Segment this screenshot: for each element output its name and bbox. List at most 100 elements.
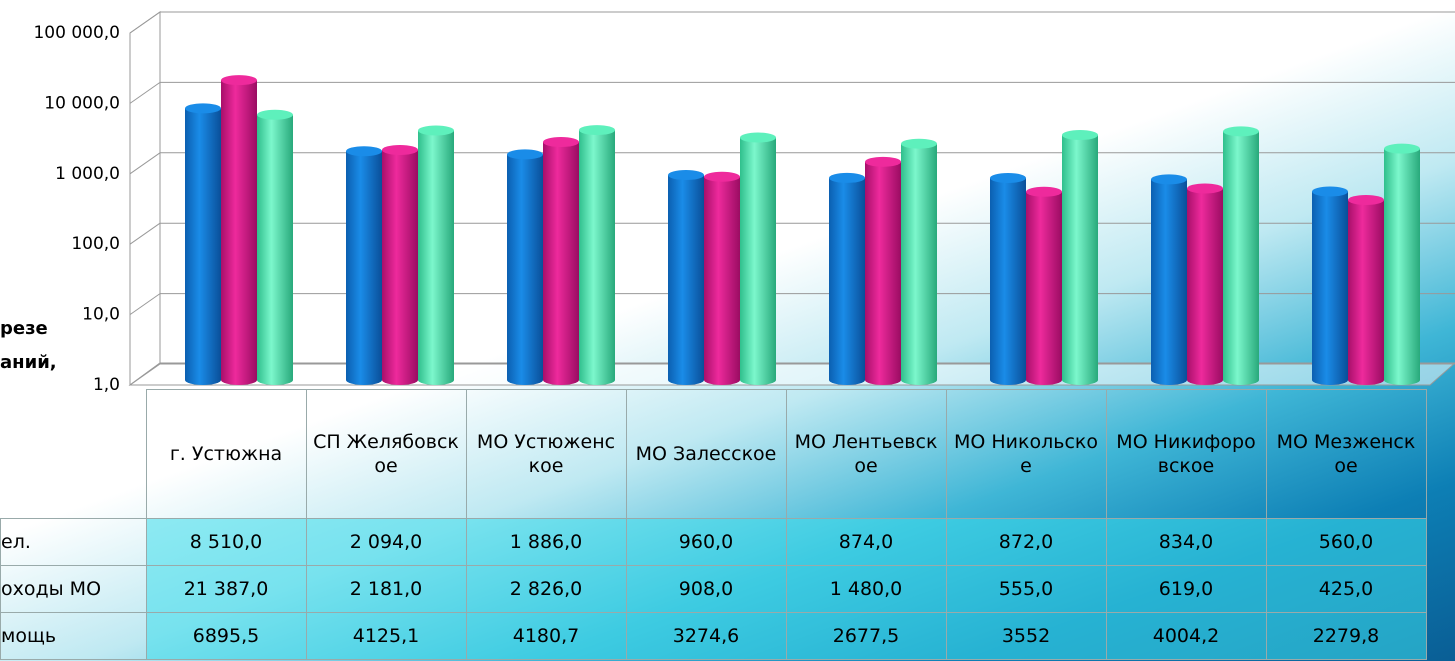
bar-cap [543, 137, 579, 148]
bar-cap [1223, 126, 1259, 137]
value-label: 619,0 [1105, 565, 1267, 613]
bar-base [1348, 375, 1384, 385]
bar [1062, 135, 1098, 380]
y-tick-label: 10 000,0 [44, 93, 120, 113]
bar [704, 176, 740, 380]
value-label: 872,0 [945, 518, 1107, 566]
bar [257, 114, 293, 381]
table-row: мощь 6895,5 4125,1 4180,7 3274,6 2677,5 3552 40… [0, 612, 1427, 660]
bar-base [901, 375, 937, 385]
bar-cap [507, 149, 543, 160]
value-label: 2 094,0 [305, 518, 467, 566]
value-label: 874,0 [785, 518, 947, 566]
bar-base [346, 375, 382, 385]
bar [829, 177, 865, 380]
value-label: 2677,5 [785, 612, 947, 660]
grid-line [129, 293, 161, 316]
bar [1026, 191, 1062, 380]
bar-cap [257, 109, 293, 120]
value-label: 1 480,0 [785, 565, 947, 613]
side-text: резе [0, 318, 48, 339]
value-label: 21 387,0 [145, 565, 307, 613]
bar-cap [221, 75, 257, 86]
bar [346, 151, 382, 380]
side-wall [129, 11, 161, 386]
bar [865, 161, 901, 380]
bar-cap [1348, 194, 1384, 205]
side-text: аний, [0, 352, 57, 373]
value-label: 3552 [945, 612, 1107, 660]
value-label: 6895,5 [145, 612, 307, 660]
bar-base [1384, 375, 1420, 385]
data-table: г. Устюжна СП Желябовское МО Устюженское МО… [0, 389, 1427, 660]
value-label: 555,0 [945, 565, 1107, 613]
value-label: 4125,1 [305, 612, 467, 660]
bar-base [543, 375, 579, 385]
bar [990, 177, 1026, 380]
value-label: 4004,2 [1105, 612, 1267, 660]
grid-line [129, 152, 161, 175]
bar-cap [901, 138, 937, 149]
bar-cap [418, 125, 454, 136]
corner [1, 390, 147, 519]
grid-line [129, 222, 161, 245]
bar [221, 80, 257, 381]
grid-line [129, 11, 161, 34]
bar [901, 143, 937, 380]
table-row: ел. 8 510,0 2 094,0 1 886,0 960,0 874,0 872,0 8… [0, 518, 1427, 566]
value-label: 960,0 [625, 518, 787, 566]
bar-cap [865, 156, 901, 167]
bar-cap [740, 132, 776, 143]
y-tick-label: 1,0 [93, 375, 120, 395]
category-label: МО Лентьевское [785, 389, 947, 519]
bar [1312, 191, 1348, 380]
value-label: 1 886,0 [465, 518, 627, 566]
bar-base [990, 375, 1026, 385]
category-label: МО Никифоровское [1105, 389, 1267, 519]
grid-line [129, 363, 161, 386]
table-row: оходы МО 21 387,0 2 181,0 2 826,0 908,0 1 480… [0, 565, 1427, 613]
value-label: 8 510,0 [145, 518, 307, 566]
y-tick-label: 1 000,0 [55, 164, 120, 184]
bar [668, 175, 704, 380]
bar-cap [1151, 174, 1187, 185]
category-label: СП Желябовское [305, 389, 467, 519]
series-name: ел. [0, 518, 147, 566]
bar-base [668, 375, 704, 385]
bar-base [382, 375, 418, 385]
bar-base [257, 375, 293, 385]
bar-base [1312, 375, 1348, 385]
value-label: 3274,6 [625, 612, 787, 660]
bar-base [418, 375, 454, 385]
y-tick-label: 100,0 [71, 234, 120, 254]
bar [185, 108, 221, 381]
value-label: 560,0 [1265, 518, 1427, 566]
category-label: г. Устюжна [145, 389, 307, 519]
value-label: 425,0 [1265, 565, 1427, 613]
bar-cap [704, 171, 740, 182]
bar-base [1187, 375, 1223, 385]
bar [1348, 199, 1384, 380]
grid-line [129, 81, 161, 104]
bar-cap [668, 170, 704, 181]
bar-cap [1312, 186, 1348, 197]
bar-base [704, 375, 740, 385]
bar-cap [185, 103, 221, 114]
bar-base [865, 375, 901, 385]
bar-cap [1026, 186, 1062, 197]
category-label: МО Никольское [945, 389, 1107, 519]
bar-base [579, 375, 615, 385]
category-label: МО Мезженское [1265, 389, 1427, 519]
series-name: мощь [0, 612, 147, 660]
bar-base [1062, 375, 1098, 385]
category-label: МО Залесское [625, 389, 787, 519]
bar [1384, 148, 1420, 380]
bar-base [507, 375, 543, 385]
value-label: 4180,7 [465, 612, 627, 660]
bar-base [221, 375, 257, 385]
value-label: 834,0 [1105, 518, 1267, 566]
value-label: 2 826,0 [465, 565, 627, 613]
bar [507, 154, 543, 380]
y-tick-label: 100 000,0 [33, 23, 120, 43]
